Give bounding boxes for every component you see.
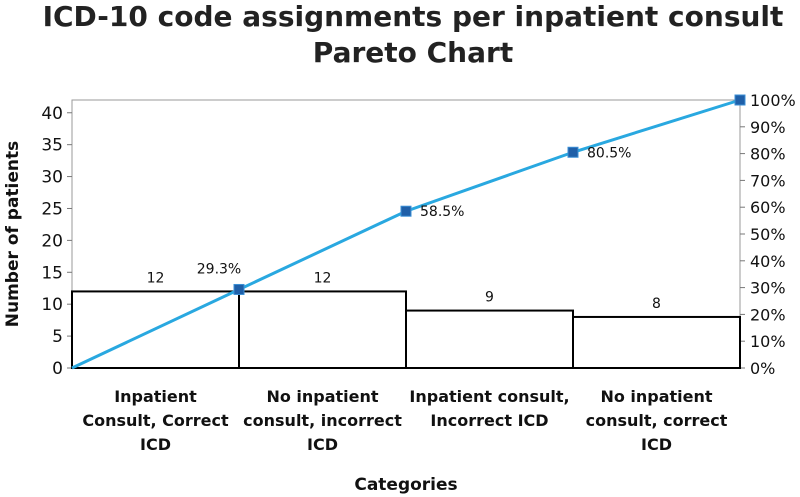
x-category-label: Inpatient consult, Incorrect ICD: [409, 387, 569, 430]
y-tick-label: 20: [41, 231, 63, 251]
bar-labels: 12 12 9 8: [147, 270, 661, 312]
x-axis-label: Categories: [354, 475, 457, 495]
x-category-label: Inpatient Consult, Correct ICD: [82, 387, 229, 454]
y2-tick-label: 40%: [750, 252, 786, 271]
bar: [572, 315, 741, 370]
y2-tick-label: 0%: [750, 359, 775, 378]
y2-tick-label: 70%: [750, 171, 786, 190]
cumulative-labels: 29.3% 58.5% 80.5%: [197, 145, 632, 277]
y-axis: 0 5 10 15 20 25 30 35 40: [41, 104, 72, 379]
bar-value-label: 12: [147, 270, 165, 286]
y-tick-label: 10: [41, 295, 63, 315]
y2-tick-label: 80%: [750, 145, 786, 164]
y2-tick-label: 30%: [750, 279, 786, 298]
y-tick-label: 5: [52, 327, 63, 347]
cumulative-marker: [400, 205, 412, 217]
cumulative-percent-label: 58.5%: [420, 204, 464, 220]
y-tick-label: 35: [41, 136, 63, 156]
y2-tick-label: 90%: [750, 118, 786, 137]
bars: [71, 290, 741, 370]
y-tick-label: 0: [52, 359, 63, 379]
bar-value-label: 8: [652, 296, 661, 312]
y2-tick-label: 100%: [750, 91, 796, 110]
y-tick-label: 30: [41, 168, 63, 188]
chart-title: ICD-10 code assignments per inpatient co…: [43, 0, 784, 33]
cumulative-line: [71, 94, 746, 370]
y-tick-label: 40: [41, 104, 63, 124]
y2-tick-label: 10%: [750, 332, 786, 351]
x-category-label: No inpatient consult, correct ICD: [586, 387, 728, 454]
y-axis-label: Number of patients: [3, 141, 23, 328]
y2-axis: 0% 10% 20% 30% 40% 50% 60% 70% 80% 90% 100%: [740, 91, 796, 378]
x-category-label: No inpatient consult, incorrect ICD: [243, 387, 402, 454]
y2-tick-label: 50%: [750, 225, 786, 244]
cumulative-marker: [233, 283, 245, 295]
cumulative-marker: [734, 94, 746, 106]
bar-value-label: 12: [314, 270, 332, 286]
y2-tick-label: 20%: [750, 305, 786, 324]
bar: [405, 309, 574, 370]
bar-value-label: 9: [485, 290, 494, 306]
y-tick-label: 25: [41, 199, 63, 219]
cumulative-marker: [567, 146, 579, 158]
chart-subtitle: Pareto Chart: [313, 36, 513, 69]
cumulative-percent-label: 80.5%: [587, 145, 631, 161]
y-tick-label: 15: [41, 263, 63, 283]
cumulative-percent-label: 29.3%: [197, 261, 241, 277]
y2-tick-label: 60%: [750, 198, 786, 217]
bar: [238, 290, 407, 369]
